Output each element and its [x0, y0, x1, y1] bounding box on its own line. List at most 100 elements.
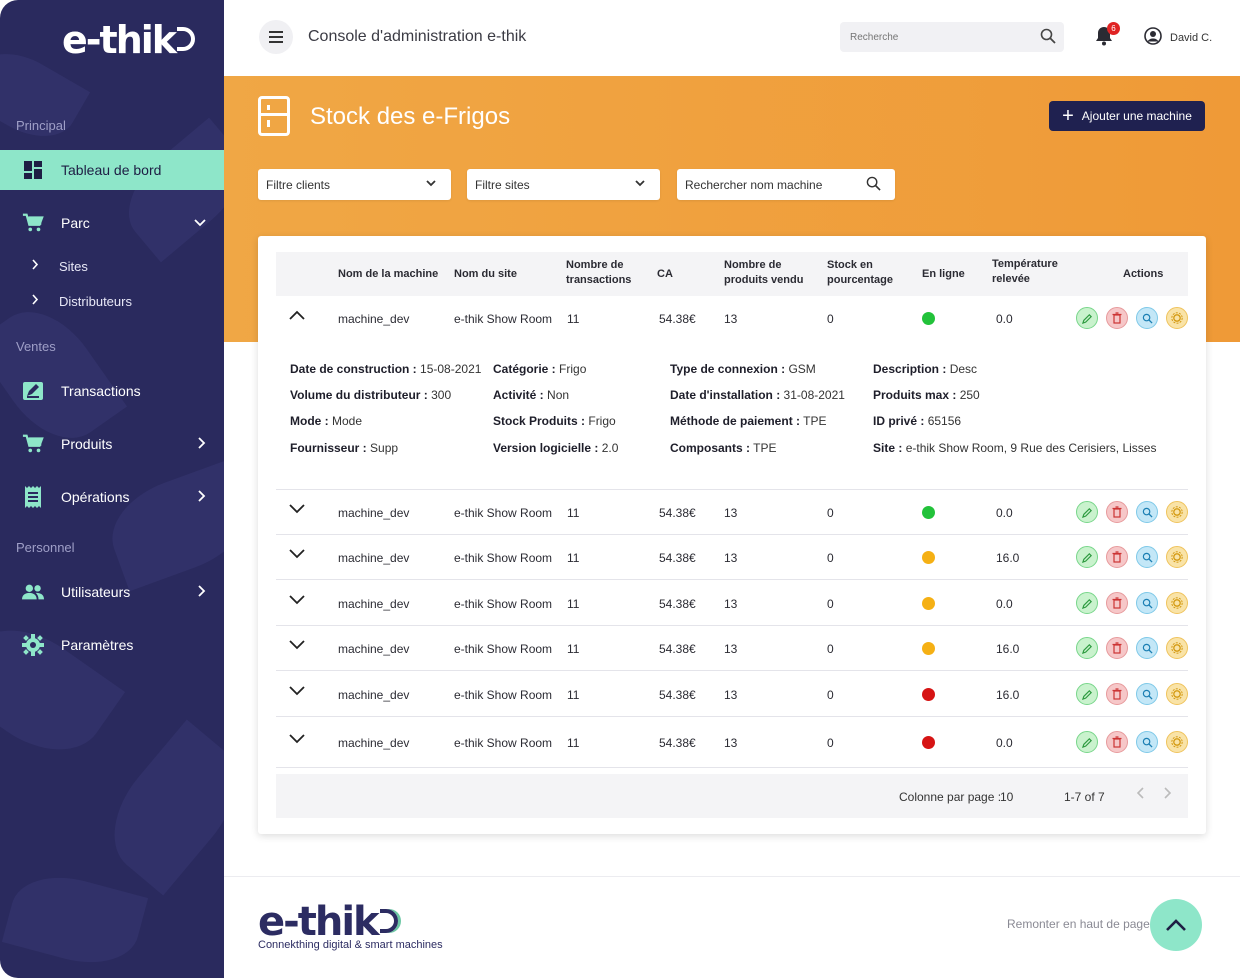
detail-label: Date de construction :	[290, 362, 417, 376]
edit-button[interactable]	[1076, 731, 1098, 753]
sidebar-item-parametres[interactable]: Paramètres	[0, 625, 224, 665]
cell-sold: 13	[724, 642, 738, 656]
detail-value: 250	[959, 388, 980, 402]
sidebar-item-operations[interactable]: Opérations	[0, 477, 224, 517]
column-header-sold[interactable]: Nombre de produits vendu	[724, 259, 804, 286]
page-title: Stock des e-Frigos	[310, 103, 511, 130]
sidebar-subitem-distributeurs[interactable]: Distributeurs	[0, 286, 224, 316]
sidebar-item-utilisateurs[interactable]: Utilisateurs	[0, 572, 224, 612]
delete-button[interactable]	[1106, 683, 1128, 705]
chevron-up-icon[interactable]	[288, 308, 306, 326]
edit-button[interactable]	[1076, 546, 1098, 568]
sidebar-item-label: Produits	[61, 436, 113, 452]
chevron-down-icon[interactable]	[288, 638, 306, 656]
edit-button[interactable]	[1076, 307, 1098, 329]
column-header-temperature[interactable]: Température relevée	[992, 258, 1058, 285]
view-button[interactable]	[1136, 501, 1158, 523]
view-button[interactable]	[1136, 683, 1158, 705]
column-header-online[interactable]: En ligne	[922, 268, 965, 280]
edit-button[interactable]	[1076, 683, 1098, 705]
edit-button[interactable]	[1076, 592, 1098, 614]
chevron-down-icon[interactable]	[288, 593, 306, 611]
column-header-site[interactable]: Nom du site	[454, 268, 517, 280]
settings-button[interactable]	[1166, 501, 1188, 523]
site-filter-select[interactable]: Filtre sites	[467, 169, 660, 200]
search-input[interactable]	[840, 31, 1030, 43]
page-footer: e-thik Connekthing digital & smart machi…	[224, 876, 1240, 978]
search-icon[interactable]	[1040, 28, 1056, 49]
sidebar-item-label: Paramètres	[61, 637, 134, 653]
settings-button[interactable]	[1166, 546, 1188, 568]
sidebar-item-transactions[interactable]: Transactions	[0, 371, 224, 411]
view-button[interactable]	[1136, 546, 1158, 568]
table-row[interactable]: machine_dev e-thik Show Room 11 54.38€ 13 0 16…	[276, 626, 1188, 671]
user-menu[interactable]: David C.	[1144, 27, 1212, 48]
delete-button[interactable]	[1106, 592, 1128, 614]
machine-details-panel: Date de construction : 15-08-2021 Catégor…	[276, 342, 1188, 490]
sidebar-item-label: Opérations	[61, 489, 130, 505]
settings-button[interactable]	[1166, 592, 1188, 614]
chevron-down-icon	[425, 177, 437, 192]
search-icon[interactable]	[866, 176, 881, 194]
delete-button[interactable]	[1106, 501, 1128, 523]
detail-field: ID privé : 65156	[873, 414, 961, 428]
chevron-down-icon[interactable]	[288, 732, 306, 750]
delete-button[interactable]	[1106, 731, 1128, 753]
sidebar-item-label: Distributeurs	[59, 293, 132, 309]
cell-machine: machine_dev	[338, 312, 410, 326]
table-row[interactable]: machine_dev e-thik Show Room 11 54.38€ 13 0 0.…	[276, 296, 1188, 342]
view-button[interactable]	[1136, 731, 1158, 753]
sidebar-item-parc[interactable]: Parc	[0, 203, 224, 243]
detail-field: Catégorie : Frigo	[493, 362, 586, 376]
add-machine-button[interactable]: + Ajouter une machine	[1049, 101, 1205, 131]
view-button[interactable]	[1136, 592, 1158, 614]
rows-per-page-label: Colonne par page :	[899, 790, 1002, 804]
chevron-down-icon[interactable]	[288, 502, 306, 520]
sidebar-subitem-sites[interactable]: Sites	[0, 251, 224, 281]
brand-logo[interactable]: e-thik	[62, 18, 196, 62]
column-header-ca[interactable]: CA	[657, 268, 673, 280]
column-header-transactions[interactable]: Nombre de transactions	[566, 259, 632, 286]
next-page-icon[interactable]	[1164, 787, 1172, 802]
menu-button[interactable]	[259, 20, 293, 54]
settings-button[interactable]	[1166, 307, 1188, 329]
sidebar-item-produits[interactable]: Produits	[0, 424, 224, 464]
settings-button[interactable]	[1166, 637, 1188, 659]
sidebar-item-dashboard[interactable]: Tableau de bord	[0, 150, 224, 190]
search-icon	[1142, 643, 1153, 654]
table-row[interactable]: machine_dev e-thik Show Room 11 54.38€ 13 0 16…	[276, 535, 1188, 580]
detail-field: Fournisseur : Supp	[290, 441, 398, 455]
table-row[interactable]: machine_dev e-thik Show Room 11 54.38€ 13 0 0.…	[276, 490, 1188, 535]
settings-button[interactable]	[1166, 731, 1188, 753]
column-header-machine[interactable]: Nom de la machine	[338, 268, 439, 280]
settings-button[interactable]	[1166, 683, 1188, 705]
prev-page-icon[interactable]	[1136, 787, 1144, 802]
table-row[interactable]: machine_dev e-thik Show Room 11 54.38€ 13 0 16…	[276, 672, 1188, 717]
search-icon	[1142, 598, 1153, 609]
rows-per-page-select[interactable]: 10	[1000, 790, 1014, 804]
detail-value: Supp	[370, 441, 399, 455]
cell-temperature: 0.0	[996, 597, 1013, 611]
chevron-down-icon[interactable]	[288, 547, 306, 565]
machine-search-field[interactable]: Rechercher nom machine	[677, 169, 895, 200]
back-to-top-label[interactable]: Remonter en haut de page	[1007, 917, 1150, 931]
view-button[interactable]	[1136, 637, 1158, 659]
cell-machine: machine_dev	[338, 597, 410, 611]
delete-button[interactable]	[1106, 546, 1128, 568]
cell-site: e-thik Show Room	[454, 642, 553, 656]
edit-button[interactable]	[1076, 501, 1098, 523]
sidebar-item-label: Utilisateurs	[61, 584, 131, 600]
column-header-stock[interactable]: Stock en pourcentage	[827, 259, 894, 286]
cell-ca: 54.38€	[659, 642, 696, 656]
delete-button[interactable]	[1106, 637, 1128, 659]
search-icon	[1142, 689, 1153, 700]
table-row[interactable]: machine_dev e-thik Show Room 11 54.38€ 13 0 0.…	[276, 581, 1188, 626]
back-to-top-button[interactable]	[1150, 899, 1202, 951]
edit-button[interactable]	[1076, 637, 1098, 659]
delete-button[interactable]	[1106, 307, 1128, 329]
table-row[interactable]: machine_dev e-thik Show Room 11 54.38€ 13 0 0.…	[276, 718, 1188, 768]
view-button[interactable]	[1136, 307, 1158, 329]
chevron-down-icon[interactable]	[288, 684, 306, 702]
cell-ca: 54.38€	[659, 597, 696, 611]
client-filter-select[interactable]: Filtre clients	[258, 169, 451, 200]
